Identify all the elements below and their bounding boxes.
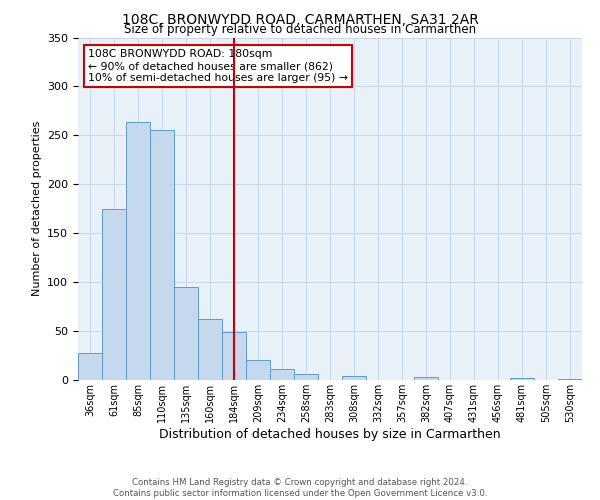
Bar <box>222 332 246 380</box>
Bar <box>342 376 366 380</box>
Bar <box>510 378 534 380</box>
Bar <box>270 369 294 380</box>
Text: 108C, BRONWYDD ROAD, CARMARTHEN, SA31 2AR: 108C, BRONWYDD ROAD, CARMARTHEN, SA31 2A… <box>122 12 478 26</box>
Bar <box>558 379 582 380</box>
Bar <box>294 374 318 380</box>
Y-axis label: Number of detached properties: Number of detached properties <box>32 121 41 296</box>
Bar <box>246 360 270 380</box>
Text: Size of property relative to detached houses in Carmarthen: Size of property relative to detached ho… <box>124 24 476 36</box>
Bar <box>102 209 126 380</box>
Bar <box>126 122 150 380</box>
Bar <box>198 320 222 380</box>
Bar <box>150 130 174 380</box>
Text: Contains HM Land Registry data © Crown copyright and database right 2024.
Contai: Contains HM Land Registry data © Crown c… <box>113 478 487 498</box>
Bar <box>78 352 102 380</box>
Bar <box>414 377 438 380</box>
X-axis label: Distribution of detached houses by size in Carmarthen: Distribution of detached houses by size … <box>159 428 501 440</box>
Text: 108C BRONWYDD ROAD: 180sqm
← 90% of detached houses are smaller (862)
10% of sem: 108C BRONWYDD ROAD: 180sqm ← 90% of deta… <box>88 50 348 82</box>
Bar <box>174 287 198 380</box>
